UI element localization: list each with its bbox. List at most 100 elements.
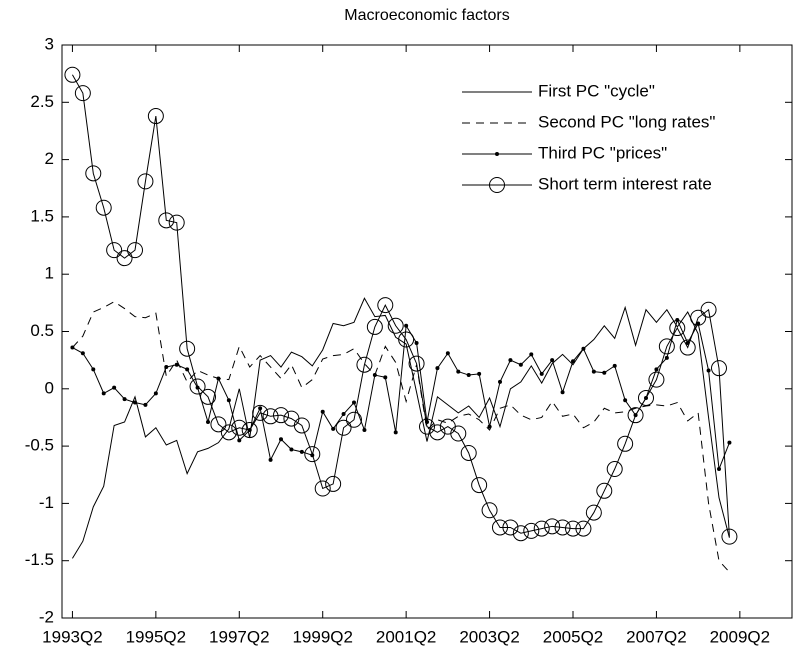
point-marker xyxy=(335,419,352,436)
point-marker xyxy=(189,378,206,395)
point-marker xyxy=(533,520,550,537)
point-marker xyxy=(658,338,675,355)
point-marker xyxy=(95,199,112,216)
point-marker xyxy=(195,385,200,390)
point-marker xyxy=(393,430,398,435)
y-tick-label: -2 xyxy=(39,607,54,626)
point-marker xyxy=(383,375,388,380)
point-marker xyxy=(174,362,179,367)
point-marker xyxy=(320,409,325,414)
point-marker xyxy=(523,522,540,539)
point-marker xyxy=(127,242,143,259)
point-marker xyxy=(571,359,575,364)
point-marker xyxy=(648,371,665,388)
legend-marker xyxy=(495,152,499,156)
point-marker xyxy=(502,519,519,536)
point-marker xyxy=(153,391,158,396)
x-tick-label: 2005Q2 xyxy=(543,627,604,646)
point-marker xyxy=(164,365,169,370)
point-marker xyxy=(654,367,659,372)
point-marker xyxy=(581,346,586,351)
point-marker xyxy=(356,356,373,373)
point-marker xyxy=(252,404,269,421)
series-line xyxy=(72,318,730,470)
point-marker xyxy=(617,435,634,452)
y-tick-label: 0.5 xyxy=(30,321,54,340)
y-tick-label: 2.5 xyxy=(30,92,54,111)
legend-label: Third PC "prices" xyxy=(538,143,667,162)
y-tick-label: 1.5 xyxy=(30,206,54,225)
point-marker xyxy=(74,85,91,102)
point-marker xyxy=(539,371,544,376)
point-marker xyxy=(696,321,701,326)
point-marker xyxy=(596,482,613,499)
x-tick-label: 1999Q2 xyxy=(292,627,353,646)
point-marker xyxy=(314,480,331,497)
y-tick-label: -0.5 xyxy=(25,436,54,455)
point-marker xyxy=(216,376,221,381)
series-line xyxy=(72,297,730,559)
point-marker xyxy=(398,331,415,348)
legend-label: Short term interest rate xyxy=(538,174,712,193)
point-marker xyxy=(220,424,237,441)
point-marker xyxy=(727,440,732,445)
point-marker xyxy=(279,437,283,442)
point-marker xyxy=(512,525,529,542)
point-marker xyxy=(346,411,362,428)
point-marker xyxy=(80,351,85,356)
point-marker xyxy=(706,368,711,373)
point-marker xyxy=(352,400,356,405)
point-marker xyxy=(70,345,75,350)
point-marker xyxy=(122,397,127,402)
point-marker xyxy=(404,323,409,328)
series-line xyxy=(72,301,730,573)
point-marker xyxy=(116,250,133,267)
point-marker xyxy=(231,419,248,436)
point-marker xyxy=(508,358,513,363)
point-marker xyxy=(612,363,617,368)
point-marker xyxy=(325,475,342,492)
y-tick-label: -1 xyxy=(39,493,54,512)
point-marker xyxy=(387,317,404,334)
point-marker xyxy=(544,518,561,535)
point-marker xyxy=(299,449,304,454)
point-marker xyxy=(606,461,623,478)
point-marker xyxy=(273,407,289,424)
point-marker xyxy=(627,407,644,424)
point-marker xyxy=(450,425,467,442)
legend-label: Second PC "long rates" xyxy=(538,112,715,131)
x-tick-label: 2007Q2 xyxy=(626,627,687,646)
point-marker xyxy=(575,520,592,537)
point-marker xyxy=(700,301,717,318)
point-marker xyxy=(206,420,210,425)
point-marker xyxy=(477,371,482,376)
legend-label: First PC "cycle" xyxy=(538,81,655,100)
point-marker xyxy=(377,297,394,314)
point-marker xyxy=(471,477,488,494)
point-marker xyxy=(466,373,471,378)
point-marker xyxy=(565,520,581,537)
point-marker xyxy=(623,398,628,403)
point-marker xyxy=(91,367,96,372)
series-line xyxy=(71,74,730,537)
point-marker xyxy=(147,108,164,125)
point-marker xyxy=(101,391,106,396)
point-marker xyxy=(362,428,367,433)
point-marker xyxy=(481,502,498,519)
point-marker xyxy=(518,362,523,367)
point-marker xyxy=(143,402,148,407)
point-marker xyxy=(419,418,435,435)
point-marker xyxy=(341,412,346,417)
point-marker xyxy=(241,422,258,439)
point-marker xyxy=(237,438,242,443)
point-marker xyxy=(262,408,279,425)
point-marker xyxy=(112,385,117,390)
point-marker xyxy=(200,388,216,405)
point-marker xyxy=(64,66,81,83)
point-marker xyxy=(106,242,123,259)
point-marker xyxy=(554,519,571,536)
point-marker xyxy=(664,355,669,360)
y-tick-label: 0 xyxy=(45,378,54,397)
x-tick-label: 1997Q2 xyxy=(209,627,270,646)
